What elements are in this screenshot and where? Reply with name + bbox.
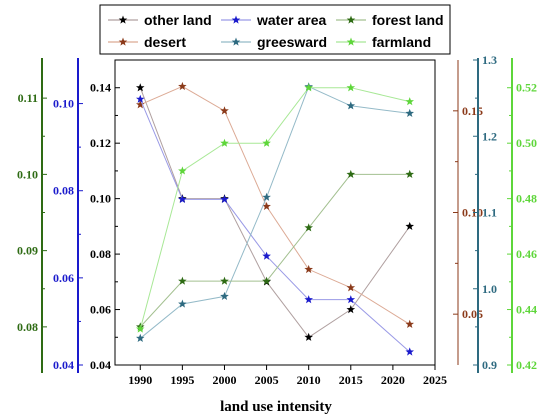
y-tick-label-black: 0.10: [90, 192, 111, 206]
legend-box: [99, 4, 451, 55]
legend-marker: [346, 37, 356, 46]
y-tick-label-lightgreen: 0.42: [516, 358, 537, 372]
legend-label: other land: [144, 12, 212, 28]
legend-marker: [231, 15, 241, 24]
data-point-desert: [262, 201, 271, 210]
legend-label: forest land: [372, 12, 444, 28]
data-point-water-area: [346, 295, 356, 304]
legend-label: desert: [144, 34, 186, 50]
data-point-farmland: [178, 166, 187, 175]
y-tick-label-black: 0.14: [90, 81, 111, 95]
y-tick-label-lightgreen: 0.50: [516, 136, 537, 150]
data-point-water-area: [136, 94, 145, 103]
y-tick-label-brown: 0.10: [462, 206, 483, 220]
axes-layer: 1990 1995 2000 2005 2010 2015 2020 2025 0.04 0.06…: [17, 53, 537, 387]
data-point-forest-land: [405, 169, 414, 178]
x-tick-label: 1995: [170, 373, 194, 387]
data-point-desert: [304, 264, 313, 274]
series-line-desert: [140, 85, 410, 325]
data-point-farmland: [405, 97, 414, 106]
x-tick-label: 2000: [212, 373, 236, 387]
data-point-greesward: [178, 299, 187, 308]
y-tick-label-blue: 0.10: [53, 97, 74, 111]
y-tick-label-teal: 1.0: [482, 282, 497, 296]
legend-marker: [118, 15, 128, 24]
data-point-desert: [136, 100, 145, 109]
y-tick-label-lightgreen: 0.48: [516, 192, 537, 206]
data-point-forest-land: [304, 223, 313, 232]
y-tick-label-blue: 0.08: [53, 184, 74, 198]
legend: other land water area forest land desert gre…: [99, 4, 451, 55]
data-point-other-land: [405, 221, 414, 230]
y-tick-label-darkgreen: 0.09: [17, 244, 38, 258]
data-point-water-area: [178, 194, 187, 204]
series-line-water-area: [139, 99, 411, 353]
y-tick-label-darkgreen: 0.08: [17, 320, 38, 334]
y-tick-label-lightgreen: 0.46: [516, 247, 537, 261]
data-point-other-land: [304, 332, 313, 341]
x-tick-label: 2020: [381, 373, 405, 387]
y-tick-label-black: 0.06: [90, 303, 111, 317]
y-tick-label-lightgreen: 0.44: [516, 303, 537, 317]
x-tick-label: 2015: [339, 373, 363, 387]
data-point-farmland: [136, 324, 145, 333]
data-point-water-area: [304, 295, 313, 304]
data-point-greesward: [405, 108, 414, 117]
data-point-desert: [178, 81, 187, 91]
data-point-desert: [405, 319, 414, 328]
y-tick-label-teal: 1.3: [482, 53, 497, 67]
y-tick-label-black: 0.08: [90, 247, 111, 261]
legend-label: farmland: [372, 34, 431, 50]
data-point-water-area: [405, 347, 414, 356]
legend-marker: [231, 37, 241, 46]
x-tick-label: 2025: [423, 373, 447, 387]
data-point-water-area: [220, 194, 229, 204]
legend-label: water area: [256, 12, 326, 28]
data-point-forest-land: [346, 169, 356, 178]
legend-label: greesward: [257, 34, 327, 50]
legend-marker: [118, 37, 128, 46]
data-point-farmland: [304, 83, 313, 92]
y-tick-label-blue: 0.04: [53, 358, 74, 372]
series-line-other-land: [139, 87, 411, 338]
data-point-forest-land: [262, 276, 271, 285]
x-tick-label: 2005: [255, 373, 279, 387]
y-tick-label-brown: 0.05: [462, 307, 483, 321]
data-point-other-land: [346, 305, 356, 314]
y-tick-label-black: 0.04: [90, 358, 111, 372]
y-tick-label-black: 0.12: [90, 136, 111, 150]
data-point-desert: [220, 106, 229, 115]
data-point-other-land: [136, 83, 145, 92]
data-point-greesward: [262, 192, 271, 201]
legend-marker: [346, 15, 356, 24]
data-point-water-area: [262, 251, 271, 260]
y-tick-label-darkgreen: 0.10: [17, 167, 38, 181]
y-tick-label-blue: 0.06: [53, 271, 74, 285]
y-tick-label-teal: 0.9: [482, 358, 497, 372]
data-point-farmland: [262, 138, 271, 147]
y-tick-label-darkgreen: 0.11: [18, 91, 38, 105]
data-point-greesward: [136, 333, 145, 342]
data-point-forest-land: [220, 276, 229, 285]
data-point-farmland: [220, 138, 229, 147]
x-axis-label: land use intensity: [220, 399, 332, 415]
data-point-forest-land: [178, 276, 187, 285]
y-tick-label-teal: 1.2: [482, 129, 497, 143]
data-point-desert: [346, 283, 356, 292]
series-layer: [136, 81, 414, 356]
data-point-farmland: [346, 83, 356, 92]
series-line-greesward: [139, 86, 410, 339]
y-tick-label-lightgreen: 0.52: [516, 81, 537, 95]
x-tick-label: 1990: [128, 373, 152, 387]
data-point-greesward: [220, 291, 229, 300]
x-tick-label: 2010: [297, 373, 321, 387]
y-tick-label-brown: 0.15: [462, 104, 483, 118]
y-tick-label-teal: 1.1: [482, 206, 497, 220]
data-point-greesward: [346, 101, 356, 110]
